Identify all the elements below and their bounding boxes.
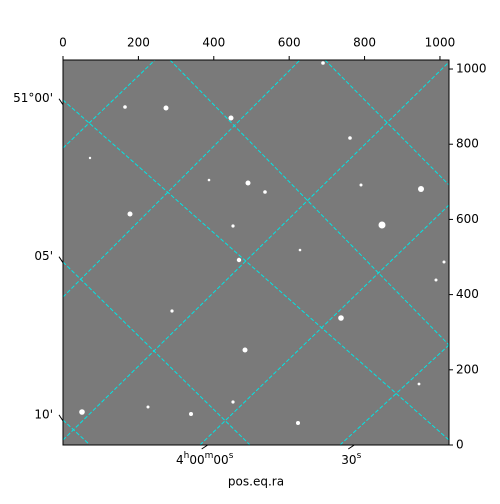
ra-tick-label: 30s	[341, 451, 361, 467]
dec-tick	[58, 98, 64, 106]
y-tick-label: 400	[456, 287, 479, 301]
dec-tick-label: 10'	[34, 407, 53, 421]
x-tick-label: 200	[127, 36, 150, 50]
y-tick-label: 0	[456, 438, 464, 452]
dec-tick-label: 51°00'	[13, 91, 53, 105]
y-tick-label: 1000	[456, 62, 487, 76]
x-tick-label: 1000	[425, 36, 456, 50]
x-tick-label: 400	[202, 36, 225, 50]
x-axis-label: pos.eq.ra	[228, 475, 284, 489]
y-tick-label: 200	[456, 362, 479, 376]
x-tick-label: 0	[59, 36, 67, 50]
coordinate-grid	[63, 60, 449, 445]
ra-tick-label: 4h00m00s	[176, 451, 234, 467]
dec-tick	[58, 414, 64, 422]
ra-tick	[348, 444, 355, 450]
dec-tick	[58, 256, 64, 263]
x-tick-label: 600	[278, 36, 301, 50]
dec-tick-label: 05'	[34, 249, 53, 263]
y-tick-label: 600	[456, 212, 479, 226]
ra-tick	[201, 444, 208, 450]
sky-image	[63, 60, 449, 445]
y-tick-label: 800	[456, 137, 479, 151]
x-tick-label: 800	[353, 36, 376, 50]
stars	[79, 61, 446, 425]
axes-frame	[62, 59, 450, 446]
